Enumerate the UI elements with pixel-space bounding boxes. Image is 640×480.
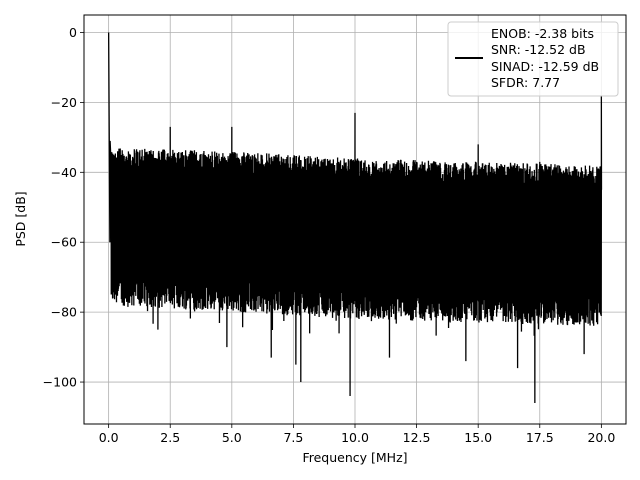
y-tick-label: −100 [43, 375, 77, 390]
y-tick-label: 0 [69, 25, 77, 40]
x-tick-label: 20.0 [587, 430, 615, 445]
legend-line-enob: ENOB: -2.38 bits [491, 26, 594, 41]
psd-line [107, 32, 603, 404]
x-axis-ticks: 0.0 2.5 5.0 7.5 10.0 12.5 15.0 17.5 20.0 [99, 424, 615, 445]
y-axis-label: PSD [dB] [13, 191, 28, 246]
y-tick-label: −20 [51, 95, 77, 110]
legend-line-sfdr: SFDR: 7.77 [491, 75, 560, 90]
x-tick-label: 12.5 [403, 430, 431, 445]
x-tick-label: 15.0 [464, 430, 492, 445]
x-tick-label: 10.0 [341, 430, 369, 445]
y-tick-label: −60 [51, 235, 77, 250]
x-tick-label: 2.5 [160, 430, 180, 445]
x-tick-label: 0.0 [99, 430, 119, 445]
x-tick-label: 7.5 [283, 430, 303, 445]
y-tick-label: −80 [51, 305, 77, 320]
x-axis-label: Frequency [MHz] [302, 450, 407, 465]
series-psd [107, 32, 603, 404]
legend-line-snr: SNR: -12.52 dB [491, 42, 586, 57]
x-tick-label: 17.5 [526, 430, 554, 445]
legend-box [447, 21, 619, 97]
legend: ENOB: -2.38 bits SNR: -12.52 dB SINAD: -… [447, 21, 619, 97]
y-axis-ticks: 0 −20 −40 −60 −80 −100 [43, 25, 84, 390]
y-tick-label: −40 [51, 165, 77, 180]
legend-line-sinad: SINAD: -12.59 dB [491, 59, 599, 74]
x-tick-label: 5.0 [222, 430, 242, 445]
